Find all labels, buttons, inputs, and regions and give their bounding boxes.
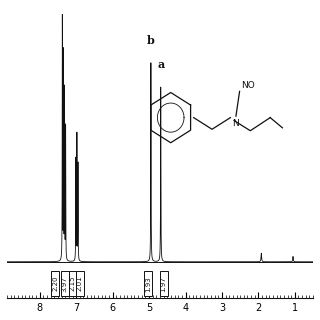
- Bar: [60, 271, 68, 296]
- Text: 2.20: 2.20: [52, 276, 58, 292]
- Bar: [51, 271, 59, 296]
- Text: NO: NO: [241, 81, 255, 90]
- Text: N: N: [232, 119, 239, 128]
- Text: 2.15: 2.15: [69, 276, 76, 292]
- Bar: [144, 271, 152, 296]
- Bar: [76, 271, 84, 296]
- Text: 3.97: 3.97: [61, 276, 68, 292]
- Text: 1.93: 1.93: [145, 276, 151, 292]
- Text: 1.97: 1.97: [161, 276, 167, 292]
- Text: a: a: [157, 59, 164, 70]
- Bar: [160, 271, 168, 296]
- Text: 2.01: 2.01: [77, 276, 83, 292]
- Text: b: b: [147, 35, 155, 46]
- Bar: [68, 271, 76, 296]
